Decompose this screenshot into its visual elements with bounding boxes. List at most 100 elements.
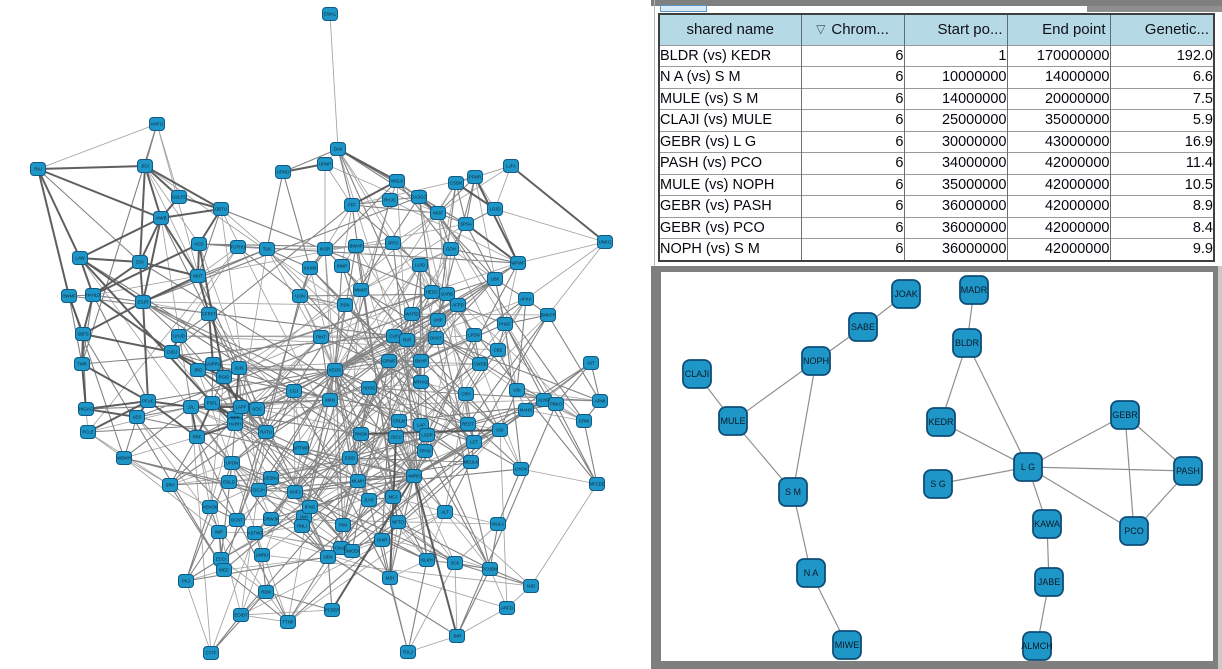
svg-text:KAWA: KAWA [1034,519,1060,529]
svg-text:WOF: WOF [433,211,443,216]
svg-text:JOAK: JOAK [894,289,918,299]
svg-text:OJDJ: OJDJ [167,350,178,355]
svg-text:MFCDE: MFCDE [589,482,604,487]
svg-text:TMR: TMR [77,362,86,367]
svg-text:JRO: JRO [194,368,203,373]
svg-text:RSN: RSN [340,303,349,308]
svg-text:PSFL: PSFL [207,401,218,406]
svg-text:UPON: UPON [226,461,238,466]
svg-text:AIWB: AIWB [156,216,167,221]
svg-text:RATU: RATU [260,430,271,435]
svg-text:JSCU: JSCU [390,435,401,440]
svg-text:BWCEK: BWCEK [344,549,360,554]
svg-text:NOPH: NOPH [803,356,829,366]
svg-text:HIGAG: HIGAG [79,407,94,412]
svg-text:AFKA: AFKA [520,297,531,302]
svg-text:OCNT: OCNT [231,518,244,523]
svg-text:BKHP: BKHP [415,359,427,364]
svg-text:SBFS: SBFS [77,332,88,337]
svg-text:JIGI: JIGI [141,164,149,169]
svg-text:RRF: RRF [193,435,202,440]
svg-text:PIHT: PIHT [316,335,326,340]
svg-text:L G: L G [1021,462,1035,472]
svg-text:GRWF: GRWF [382,359,395,364]
svg-text:REOT: REOT [462,422,474,427]
svg-text:EOIBT: EOIBT [235,613,248,618]
svg-text:CTTF: CTTF [206,651,217,656]
svg-text:GRW: GRW [579,419,590,424]
svg-text:MIWE: MIWE [835,640,860,650]
svg-text:USI: USI [513,388,520,393]
svg-text:DBTU: DBTU [215,207,227,212]
svg-text:HEGC: HEGC [426,290,438,295]
svg-text:USK: USK [491,277,500,282]
svg-text:PCSEP: PCSEP [325,608,340,613]
svg-text:GOH: GOH [446,247,456,252]
svg-text:KHFU: KHFU [151,122,163,127]
svg-text:SCK: SCK [451,561,460,566]
svg-text:PFUC: PFUC [142,399,154,404]
svg-text:MAHK: MAHK [520,408,533,413]
svg-text:HARH: HARH [229,422,241,427]
svg-text:INNP: INNP [337,264,347,269]
svg-text:JUIS: JUIS [234,366,243,371]
svg-text:FUTHU: FUTHU [231,245,246,250]
svg-text:FFF: FFF [348,203,356,208]
svg-text:SOC: SOC [252,407,261,412]
svg-text:KLKH: KLKH [421,558,432,563]
svg-text:RIU: RIU [34,167,41,172]
svg-text:IKSR: IKSR [320,247,330,252]
svg-text:RNLI: RNLI [297,524,307,529]
svg-text:CLAJI: CLAJI [685,369,710,379]
svg-text:DAK: DAK [334,147,343,152]
svg-text:OSLG: OSLG [223,480,236,485]
svg-text:IWP: IWP [215,530,223,535]
svg-text:USI: USI [496,428,503,433]
svg-text:PHGF: PHGF [499,322,511,327]
svg-text:NJD: NJD [527,584,535,589]
svg-text:AEKOK: AEKOK [203,505,218,510]
svg-text:CUH: CUH [389,334,398,339]
svg-text:RNSN: RNSN [355,432,367,437]
svg-text:EIGD: EIGD [345,456,356,461]
svg-text:JNR: JNR [453,634,461,639]
svg-text:ECCI: ECCI [216,557,226,562]
svg-text:PKJ: PKJ [182,579,190,584]
svg-text:UHP: UHP [433,318,442,323]
svg-text:LHGN: LHGN [515,467,527,472]
svg-text:PBKO: PBKO [550,402,563,407]
svg-text:BLDR: BLDR [955,338,980,348]
svg-text:DARB: DARB [441,292,453,297]
svg-text:SPSA: SPSA [460,222,472,227]
svg-text:OHIR: OHIR [377,538,388,543]
svg-text:EOI: EOI [136,260,143,265]
svg-text:PIM: PIM [339,523,347,528]
svg-text:HOSG: HOSG [363,386,376,391]
svg-text:TUK: TUK [263,247,272,252]
svg-text:DCJH: DCJH [253,488,264,493]
svg-text:SRH: SRH [165,483,174,488]
svg-text:WSLS: WSLS [391,179,403,184]
svg-text:WEC: WEC [219,568,229,573]
svg-text:EWAL: EWAL [324,12,337,17]
svg-text:MLMH: MLMH [352,479,365,484]
svg-text:RHJC: RHJC [384,198,395,203]
svg-text:NRHAD: NRHAD [413,380,428,385]
svg-text:S M: S M [785,487,801,497]
svg-text:AFPD: AFPD [452,303,463,308]
svg-text:CRH: CRH [461,392,470,397]
svg-text:ALT: ALT [441,510,449,515]
svg-text:UUPPU: UUPPU [205,362,220,367]
svg-text:WDMH: WDMH [117,456,131,461]
svg-text:UNKG: UNKG [599,240,612,245]
svg-text:LAP: LAP [417,423,425,428]
svg-text:ESJR: ESJR [138,300,149,305]
svg-text:PCUBW: PCUBW [482,567,499,572]
svg-text:ORWJK: ORWJK [263,517,279,522]
svg-text:INH: INH [300,515,307,520]
svg-text:UHJD: UHJD [173,334,184,339]
svg-text:CSBN: CSBN [450,181,462,186]
svg-text:FKR: FKR [403,338,412,343]
svg-text:BMKPP: BMKPP [540,313,555,318]
svg-text:GSLFS: GSLFS [172,195,186,200]
